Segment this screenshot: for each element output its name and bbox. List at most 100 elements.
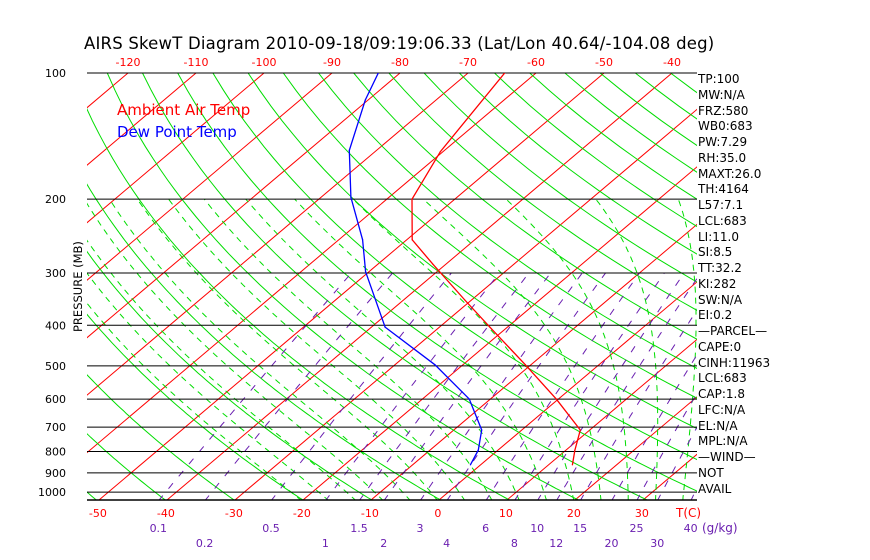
pressure-tick-label: 900 [45,467,66,480]
stat-item: LCL:683 [698,371,747,386]
stat-item: RH:35.0 [698,150,747,165]
mixing-ratio-line [514,272,665,500]
moist-adiabat-line [294,198,547,500]
mixing-ratio-line [271,272,452,500]
dry-adiabat-line [423,73,697,283]
stat-item: —PARCEL— [698,324,768,338]
dry-adiabat-line [247,73,697,430]
moist-adiabat-line [108,198,411,500]
mixing-ratio-line [537,272,685,500]
mixing-ratio-tick-label: 30 [650,537,664,550]
stats-panel: TP:100 MW:N/A FRZ:580 WB0:683 PW:7.29 RH:35.0… [698,72,770,497]
isotherm-line [87,73,265,224]
moist-adiabat-line [595,198,659,500]
temperature-tick-top: -40 [663,56,681,69]
chart-title: AIRS SkewT Diagram 2010-09-18/09:19:06.3… [84,34,715,53]
moist-adiabat-line [245,198,520,500]
stat-item: L57:7.1 [698,198,744,212]
dry-adiabat-line [0,73,29,501]
temperature-tick-top: -90 [323,56,341,69]
mixing-ratio-line [556,277,697,500]
mixing-ratio-tick-label: 1 [322,537,329,550]
stat-item: TP:100 [698,72,740,86]
temperature-point [524,364,527,366]
moist-adiabat-line [352,198,575,500]
temperature-tick-top: -80 [391,56,409,69]
pressure-tick-label: 300 [45,267,66,280]
isotherm-line [506,338,697,500]
dewpoint-point [477,449,479,451]
stat-item: LFC:N/A [698,402,746,417]
temperature-tick-top: -70 [459,56,477,69]
temperature-tick-bottom: -10 [361,507,379,520]
temperature-tick-bottom: -40 [157,507,175,520]
dry-adiabat-line [388,73,697,311]
mixing-ratio-line [485,272,640,500]
moist-adiabat-line [505,198,629,500]
temperature-tick-top: -100 [252,56,277,69]
moist-adiabat-line [87,302,302,500]
temperature-tick-bottom: 0 [434,507,441,520]
stat-item: LI:11.0 [698,229,739,244]
mixing-ratio-tick-label: 0.2 [196,537,214,550]
dry-adiabat-line [494,73,697,228]
temperature-point [579,429,581,431]
mixing-ratio-line [383,272,551,500]
isotherm-line [438,281,697,500]
stat-item: FRZ:580 [698,103,749,118]
dewpoint-profile-line [348,73,483,466]
stat-item: MPL:N/A [698,434,748,449]
temperature-tick-top: -120 [116,56,141,69]
dry-adiabat-line [87,250,373,500]
isotherm-line [98,73,605,500]
stat-item: SW:N/A [698,292,743,307]
dewpoint-point [434,364,436,366]
temperature-tick-bottom: -30 [225,507,243,520]
moist-adiabat-line [203,198,493,500]
stat-item: KI:282 [698,276,737,291]
isotherm-line [87,73,401,339]
dry-adiabat-line [142,73,649,500]
temperature-tick-top: -50 [595,56,613,69]
temperature-profile-line [411,73,582,465]
dewpoint-point [469,464,471,466]
pressure-tick-label: 1000 [38,486,66,499]
stat-item: EL:N/A [698,418,738,433]
temperature-tick-top: -60 [527,56,545,69]
mixing-ratio-axis-label: (g/kg) [702,521,738,535]
mixing-ratio-tick-label: 1.5 [350,522,368,535]
mixing-ratio-line [325,272,500,500]
dewpoint-point [481,429,483,431]
dewpoint-point [348,149,350,151]
mixing-ratio-tick-label: 6 [482,522,489,535]
legend-dew-point-temp: Dew Point Temp [117,123,237,141]
mixing-ratio-tick-label: 0.5 [262,522,280,535]
mixing-ratio-tick-label: 15 [573,522,587,535]
dewpoint-point [377,73,379,74]
stat-item: TH:4164 [698,182,749,197]
dry-adiabat-line [177,73,697,492]
dry-adiabat-line [106,73,580,500]
temperature-point [439,150,441,153]
dewpoint-point [350,196,352,198]
isotherm-line [87,73,197,166]
pressure-tick-label: 800 [45,445,66,458]
dry-adiabat-line [212,73,697,461]
temperature-point [571,464,573,466]
stat-item: MAXT:26.0 [698,166,762,181]
temperature-point [432,263,434,265]
temperature-tick-bottom: 30 [635,507,649,520]
isotherm-line [574,396,697,500]
stat-item: CINH:11963 [698,355,771,370]
pressure-tick-label: 600 [45,393,66,406]
isotherm-line [87,73,129,109]
temperature-tick-bottom: 10 [499,507,513,520]
mixing-ratio-line [359,272,530,500]
isotherm-line [370,223,697,500]
isotherm-line [87,73,537,454]
pressure-tick-label: 700 [45,421,66,434]
moist-adiabat-line [423,198,602,500]
dry-adiabat-line [458,73,697,255]
stat-item: PW:7.29 [698,135,748,149]
